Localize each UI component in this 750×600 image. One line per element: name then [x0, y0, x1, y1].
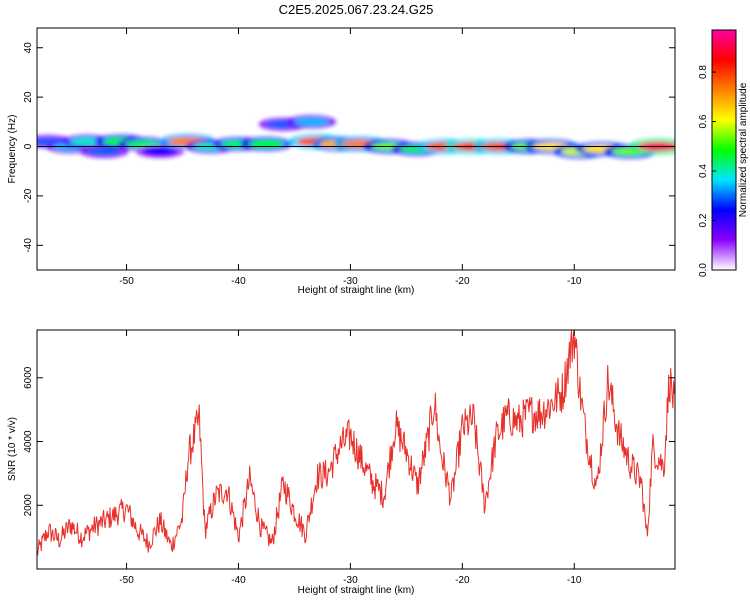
snr-x-tick-label: -20 — [455, 575, 470, 586]
snr-x-tick-label: -10 — [567, 575, 582, 586]
spectrogram-y-axis: -40 -20 0 20 40 — [23, 42, 675, 253]
colorbar-ticks: 0.0 0.2 0.4 0.6 0.8 — [698, 65, 716, 277]
spectrogram-blob-core — [87, 147, 122, 156]
spectrogram-y-label: Frequency (Hz) — [7, 115, 18, 184]
spectrogram-x-tick-label: -10 — [567, 276, 582, 287]
snr-x-tick-label: -30 — [343, 575, 358, 586]
spectrogram-blob-core — [143, 147, 177, 156]
spectrogram-image — [37, 115, 675, 159]
spectrogram-y-tick-label: 20 — [23, 91, 34, 103]
snr-frame — [36, 329, 676, 570]
snr-x-tick-label: -40 — [231, 575, 246, 586]
spectrogram-frame — [36, 27, 676, 271]
snr-y-label: SNR (10 * v/v) — [7, 417, 18, 481]
spectrogram-x-tick-label: -20 — [455, 276, 470, 287]
colorbar-tick-label: 0.0 — [698, 263, 709, 277]
snr-series-line — [37, 330, 675, 556]
spectrogram-x-tick-label: -40 — [231, 276, 246, 287]
spectrogram-blob-core — [248, 140, 285, 148]
snr-x-label: Height of straight line (km) — [298, 585, 415, 596]
spectrogram-x-axis: -50 -40 -30 -20 -10 — [119, 28, 582, 287]
snr-y-tick-label: 6000 — [23, 366, 34, 389]
spectrogram-y-tick-label: -40 — [23, 238, 34, 253]
snr-panel: -50 -40 -30 -20 -10 2000 4000 6000 Height of s… — [7, 329, 676, 596]
colorbar-tick-label: 0.4 — [698, 164, 709, 178]
colorbar-gradient — [712, 30, 736, 270]
colorbar-tick-label: 0.6 — [698, 114, 709, 128]
spectrogram-y-tick-label: 0 — [23, 143, 34, 149]
spectrogram-x-tick-label: -30 — [343, 276, 358, 287]
spectrogram-blob-core — [293, 118, 329, 126]
snr-x-axis: -50 -40 -30 -20 -10 — [119, 330, 582, 586]
colorbar: 0.0 0.2 0.4 0.6 0.8 Normalized spectral ampl… — [698, 29, 749, 277]
spectrogram-x-label: Height of straight line (km) — [298, 285, 415, 296]
colorbar-frame — [711, 29, 737, 271]
colorbar-tick-label: 0.8 — [698, 65, 709, 79]
snr-y-tick-label: 4000 — [23, 430, 34, 453]
snr-y-axis: 2000 4000 6000 — [23, 366, 675, 516]
snr-x-tick-label: -50 — [119, 575, 134, 586]
snr-y-tick-label: 2000 — [23, 494, 34, 517]
colorbar-label: Normalized spectral amplitude — [738, 82, 749, 217]
colorbar-tick-label: 0.2 — [698, 213, 709, 227]
figure-title: C2E5.2025.067.23.24.G25 — [279, 2, 434, 17]
spectrogram-y-tick-label: 40 — [23, 42, 34, 54]
spectrogram-panel: -50 -40 -30 -20 -10 -40 -20 0 20 40 Height of st… — [7, 27, 676, 296]
spectrogram-y-tick-label: -20 — [23, 188, 34, 203]
spectrogram-x-tick-label: -50 — [119, 276, 134, 287]
